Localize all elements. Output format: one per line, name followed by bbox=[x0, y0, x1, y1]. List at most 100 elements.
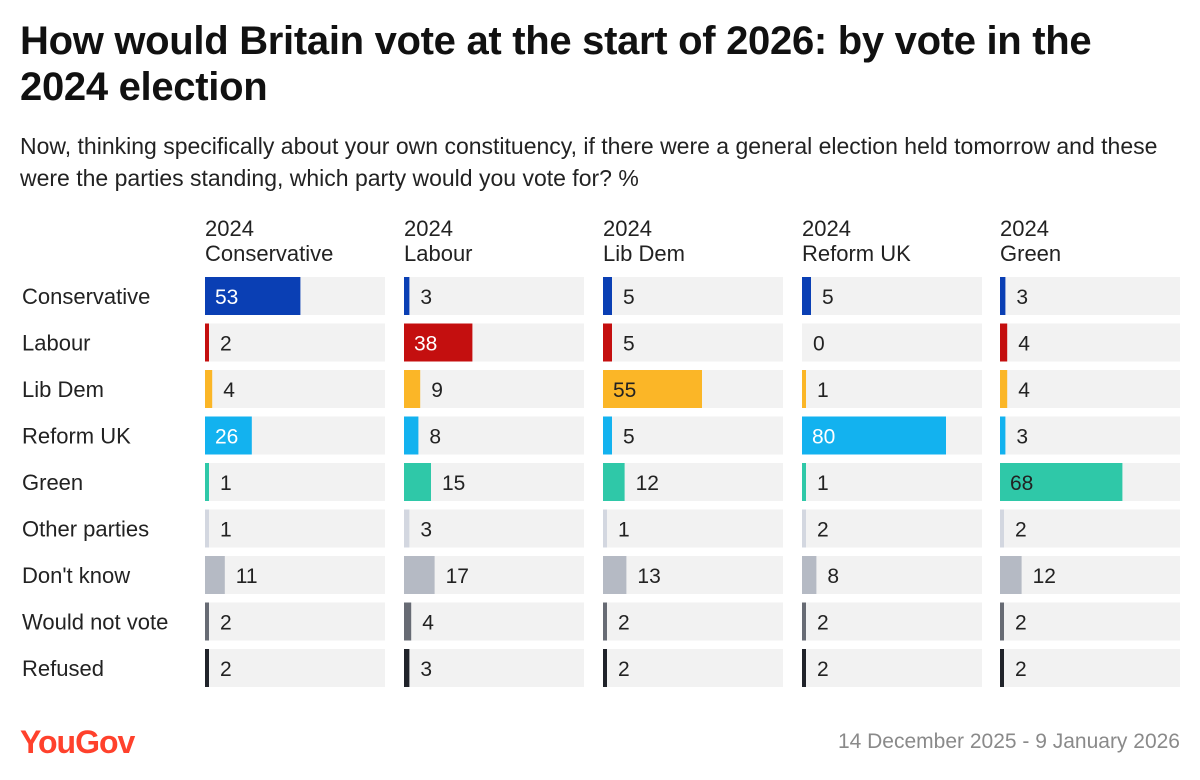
bar-2024-labour-don-t-know bbox=[404, 556, 435, 594]
value-label-2024-lib-dem-other-parties: 1 bbox=[618, 519, 630, 542]
bar-track-2024-green-conservative bbox=[1000, 277, 1180, 315]
row-label-don-t-know: Don't know bbox=[22, 563, 130, 588]
bar-track-2024-lib-dem-other-parties bbox=[603, 509, 783, 548]
value-label-2024-conservative-green: 1 bbox=[220, 472, 232, 495]
bar-2024-conservative-labour bbox=[205, 323, 209, 362]
value-label-2024-reform-uk-would-not-vote: 2 bbox=[817, 612, 829, 635]
value-label-2024-conservative-other-parties: 1 bbox=[220, 519, 232, 542]
bar-track-2024-conservative-labour bbox=[205, 323, 385, 362]
bar-track-2024-lib-dem-labour bbox=[603, 323, 783, 362]
bar-2024-labour-lib-dem bbox=[404, 370, 421, 408]
bar-2024-lib-dem-conservative bbox=[603, 277, 612, 315]
bar-track-2024-labour-conservative bbox=[404, 277, 584, 315]
bar-track-2024-conservative-refused bbox=[205, 649, 385, 687]
bar-2024-lib-dem-would-not-vote bbox=[603, 602, 607, 641]
bar-2024-lib-dem-refused bbox=[603, 649, 607, 687]
value-label-2024-green-refused: 2 bbox=[1015, 658, 1027, 681]
column-header-2024-conservative-line-2: Conservative bbox=[205, 241, 333, 266]
bar-track-2024-lib-dem-refused bbox=[603, 649, 783, 687]
value-label-2024-lib-dem-reform-uk: 5 bbox=[623, 426, 635, 449]
bar-2024-green-green bbox=[1000, 463, 1123, 501]
bar-track-2024-labour-would-not-vote bbox=[404, 602, 584, 641]
bar-2024-reform-uk-other-parties bbox=[802, 509, 806, 548]
bar-2024-conservative-reform-uk bbox=[205, 416, 252, 455]
value-label-2024-lib-dem-lib-dem: 55 bbox=[613, 379, 636, 402]
bar-2024-conservative-would-not-vote bbox=[205, 602, 209, 641]
column-header-2024-lib-dem-line-2: Lib Dem bbox=[603, 241, 685, 266]
value-label-2024-green-lib-dem: 4 bbox=[1018, 379, 1030, 402]
value-label-2024-labour-reform-uk: 8 bbox=[429, 426, 441, 449]
bar-track-2024-green-don-t-know bbox=[1000, 556, 1180, 594]
bar-track-2024-green-refused bbox=[1000, 649, 1180, 687]
bar-track-2024-reform-uk-conservative bbox=[802, 277, 982, 315]
bar-track-2024-green-other-parties bbox=[1000, 509, 1180, 548]
row-label-refused: Refused bbox=[22, 656, 104, 681]
bar-2024-conservative-lib-dem bbox=[205, 370, 213, 408]
bar-track-2024-lib-dem-green bbox=[603, 463, 783, 501]
bar-2024-green-lib-dem bbox=[1000, 370, 1008, 408]
bar-2024-conservative-other-parties bbox=[205, 509, 209, 548]
row-label-conservative: Conservative bbox=[22, 284, 150, 309]
column-header-2024-reform-uk-line-1: 2024 bbox=[802, 216, 851, 241]
bar-2024-reform-uk-conservative bbox=[802, 277, 811, 315]
bar-2024-lib-dem-don-t-know bbox=[603, 556, 627, 594]
value-label-2024-conservative-labour: 2 bbox=[220, 333, 232, 356]
value-label-2024-green-green: 68 bbox=[1010, 472, 1033, 495]
bar-track-2024-conservative-don-t-know bbox=[205, 556, 385, 594]
value-label-2024-reform-uk-don-t-know: 8 bbox=[827, 565, 839, 588]
bar-track-2024-reform-uk-refused bbox=[802, 649, 982, 687]
value-label-2024-reform-uk-other-parties: 2 bbox=[817, 519, 829, 542]
bar-track-2024-green-would-not-vote bbox=[1000, 602, 1180, 641]
bar-track-2024-reform-uk-green bbox=[802, 463, 982, 501]
column-header-2024-labour-line-2: Labour bbox=[404, 241, 473, 266]
bar-track-2024-reform-uk-labour bbox=[802, 323, 982, 362]
value-label-2024-conservative-lib-dem: 4 bbox=[223, 379, 235, 402]
bar-track-2024-conservative-other-parties bbox=[205, 509, 385, 548]
value-label-2024-labour-conservative: 3 bbox=[420, 286, 432, 309]
value-label-2024-green-don-t-know: 12 bbox=[1033, 565, 1056, 588]
bar-track-2024-conservative-green bbox=[205, 463, 385, 501]
bar-track-2024-lib-dem-reform-uk bbox=[603, 416, 783, 455]
bar-2024-labour-other-parties bbox=[404, 509, 410, 548]
bar-track-2024-labour-green bbox=[404, 463, 584, 501]
column-header-2024-reform-uk-line-2: Reform UK bbox=[802, 241, 911, 266]
bar-track-2024-green-reform-uk bbox=[1000, 416, 1180, 455]
bar-2024-green-reform-uk bbox=[1000, 416, 1006, 455]
value-label-2024-conservative-refused: 2 bbox=[220, 658, 232, 681]
bar-track-2024-conservative-lib-dem bbox=[205, 370, 385, 408]
bar-track-2024-labour-reform-uk bbox=[404, 416, 584, 455]
bar-2024-labour-conservative bbox=[404, 277, 410, 315]
bar-2024-reform-uk-reform-uk bbox=[802, 416, 946, 455]
value-label-2024-reform-uk-lib-dem: 1 bbox=[817, 379, 829, 402]
bar-2024-labour-refused bbox=[404, 649, 410, 687]
bar-track-2024-green-lib-dem bbox=[1000, 370, 1180, 408]
value-label-2024-labour-lib-dem: 9 bbox=[431, 379, 443, 402]
row-label-lib-dem: Lib Dem bbox=[22, 377, 104, 402]
bar-track-2024-labour-lib-dem bbox=[404, 370, 584, 408]
bar-2024-conservative-don-t-know bbox=[205, 556, 225, 594]
bar-2024-green-would-not-vote bbox=[1000, 602, 1004, 641]
row-label-would-not-vote: Would not vote bbox=[22, 610, 168, 635]
row-label-reform-uk: Reform UK bbox=[22, 424, 131, 449]
bar-track-2024-reform-uk-other-parties bbox=[802, 509, 982, 548]
bar-2024-reform-uk-refused bbox=[802, 649, 806, 687]
bar-2024-lib-dem-other-parties bbox=[603, 509, 607, 548]
value-label-2024-conservative-would-not-vote: 2 bbox=[220, 612, 232, 635]
value-label-2024-lib-dem-don-t-know: 13 bbox=[637, 565, 660, 588]
bar-track-2024-reform-uk-lib-dem bbox=[802, 370, 982, 408]
bar-2024-lib-dem-reform-uk bbox=[603, 416, 612, 455]
bar-2024-lib-dem-lib-dem bbox=[603, 370, 702, 408]
column-header-2024-green-line-1: 2024 bbox=[1000, 216, 1049, 241]
value-label-2024-reform-uk-conservative: 5 bbox=[822, 286, 834, 309]
value-label-2024-reform-uk-labour: 0 bbox=[813, 333, 825, 356]
value-label-2024-labour-refused: 3 bbox=[420, 658, 432, 681]
value-label-2024-lib-dem-labour: 5 bbox=[623, 333, 635, 356]
bar-2024-lib-dem-labour bbox=[603, 323, 612, 362]
bar-2024-green-conservative bbox=[1000, 277, 1006, 315]
bar-track-2024-lib-dem-don-t-know bbox=[603, 556, 783, 594]
bar-2024-conservative-conservative bbox=[205, 277, 301, 315]
bar-track-2024-reform-uk-don-t-know bbox=[802, 556, 982, 594]
bar-2024-lib-dem-green bbox=[603, 463, 625, 501]
bar-track-2024-reform-uk-would-not-vote bbox=[802, 602, 982, 641]
yougov-logo: YouGov bbox=[20, 724, 135, 760]
